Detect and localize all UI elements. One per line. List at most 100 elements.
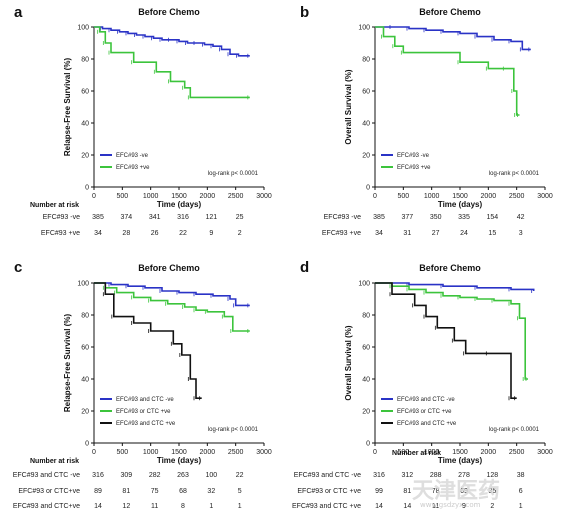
x-axis-title: Time (days) [438, 456, 483, 465]
y-tick-label: 40 [362, 121, 370, 128]
x-tick-label: 2500 [509, 449, 525, 456]
risk-value: 385 [373, 214, 385, 221]
x-tick-label: 2500 [228, 449, 244, 456]
risk-value: 31 [403, 230, 411, 237]
risk-row-label: EFC#93 -ve [324, 214, 361, 221]
y-tick-label: 0 [366, 185, 370, 192]
series-line-3 [94, 282, 202, 399]
y-tick-label: 60 [362, 89, 370, 96]
risk-value: 22 [236, 472, 244, 479]
risk-value: 288 [430, 472, 442, 479]
y-axis-title: Overall Survival (%) [344, 69, 353, 144]
legend-label: EFC#93 +ve [116, 165, 150, 171]
legend-label: EFC#93 or CTC +ve [116, 409, 171, 415]
y-tick-label: 100 [358, 25, 370, 32]
risk-value: 32 [207, 488, 215, 495]
risk-row-label: EFC#93 and CTC -ve [13, 472, 80, 479]
x-tick-label: 3000 [537, 193, 553, 200]
logrank-text: log-rank p< 0.0001 [489, 171, 540, 177]
x-axis-title: Time (days) [157, 456, 202, 465]
risk-value: 121 [205, 214, 217, 221]
series-line-2 [375, 26, 520, 116]
risk-row-label: EFC#93 or CTC +ve [297, 488, 361, 495]
risk-value: 335 [458, 214, 470, 221]
series-line-1 [94, 26, 250, 57]
risk-value: 15 [488, 230, 496, 237]
x-tick-label: 1000 [143, 193, 159, 200]
y-tick-label: 40 [362, 377, 370, 384]
risk-value: 14 [375, 503, 383, 510]
y-axis-title: Overall Survival (%) [344, 325, 353, 400]
risk-value: 75 [151, 488, 159, 495]
series-line-1 [94, 282, 250, 307]
x-tick-label: 1000 [424, 449, 440, 456]
risk-value: 282 [149, 472, 161, 479]
x-tick-label: 500 [397, 449, 409, 456]
x-tick-label: 2500 [509, 193, 525, 200]
y-tick-label: 60 [362, 345, 370, 352]
legend-label: EFC#93 and CTC +ve [116, 421, 176, 427]
x-axis-title: Time (days) [438, 200, 483, 209]
y-tick-label: 40 [81, 377, 89, 384]
x-tick-label: 1500 [171, 193, 187, 200]
risk-value: 35 [488, 488, 496, 495]
x-tick-label: 1000 [143, 449, 159, 456]
risk-value: 374 [120, 214, 132, 221]
risk-row-label: EFC#93 -ve [43, 214, 80, 221]
y-tick-label: 60 [81, 345, 89, 352]
risk-value: 1 [238, 503, 242, 510]
legend-label: EFC#93 -ve [116, 153, 149, 159]
chart-title: Before Chemo [419, 7, 481, 17]
y-tick-label: 80 [81, 57, 89, 64]
risk-value: 78 [432, 488, 440, 495]
risk-table-header: Number at risk [30, 202, 79, 209]
risk-value: 2 [238, 230, 242, 237]
risk-value: 34 [94, 230, 102, 237]
series-line-1 [375, 282, 535, 291]
risk-value: 14 [94, 503, 102, 510]
risk-value: 312 [401, 472, 413, 479]
watermark-text: 天津医药 [412, 478, 500, 504]
risk-value: 316 [92, 472, 104, 479]
logrank-text: log-rank p< 0.0001 [208, 427, 259, 433]
y-axis-title: Relapse-Free Survival (%) [63, 58, 72, 157]
x-tick-label: 0 [373, 449, 377, 456]
risk-value: 341 [149, 214, 161, 221]
risk-value: 5 [238, 488, 242, 495]
y-tick-label: 20 [81, 153, 89, 160]
panel-letter: c [14, 259, 22, 276]
logrank-text: log-rank p< 0.0001 [208, 171, 259, 177]
legend-label: EFC#93 +ve [397, 165, 431, 171]
series-line-3 [375, 282, 517, 399]
x-axis-title: Time (days) [157, 200, 202, 209]
y-tick-label: 100 [77, 281, 89, 288]
risk-value: 12 [122, 503, 130, 510]
y-tick-label: 0 [366, 441, 370, 448]
logrank-text: log-rank p< 0.0001 [489, 427, 540, 433]
y-tick-label: 100 [358, 281, 370, 288]
legend-label: EFC#93 -ve [397, 153, 430, 159]
series-line-2 [94, 26, 250, 99]
legend-label: EFC#93 or CTC +ve [397, 409, 452, 415]
risk-value: 81 [122, 488, 130, 495]
x-tick-label: 2000 [481, 449, 497, 456]
legend-label: EFC#93 and CTC -ve [397, 397, 455, 403]
risk-value: 9 [462, 503, 466, 510]
risk-value: 385 [92, 214, 104, 221]
risk-value: 22 [179, 230, 187, 237]
legend-label: EFC#93 and CTC -ve [116, 397, 174, 403]
risk-value: 14 [403, 503, 411, 510]
y-tick-label: 20 [81, 409, 89, 416]
risk-value: 1 [519, 503, 523, 510]
y-tick-label: 80 [362, 57, 370, 64]
y-tick-label: 40 [81, 121, 89, 128]
y-tick-label: 0 [85, 185, 89, 192]
risk-value: 1 [209, 503, 213, 510]
risk-value: 24 [460, 230, 468, 237]
x-tick-label: 3000 [256, 193, 272, 200]
y-tick-label: 20 [362, 153, 370, 160]
